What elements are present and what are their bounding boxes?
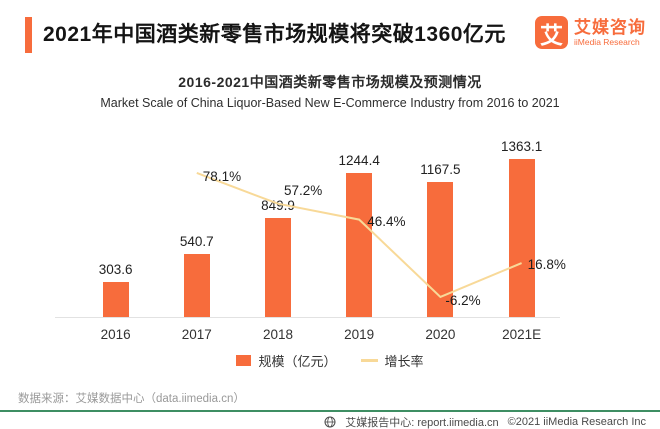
bar-2021E [508,159,535,317]
rate-label: 57.2% [284,182,323,198]
line-swatch-icon [360,359,378,362]
rate-label: 16.8% [527,257,566,273]
bar-value-label: 1244.4 [338,153,380,168]
bar-value-label: 849.9 [261,198,295,213]
footer-bar: 艾媒报告中心: report.iimedia.cn ©2021 iiMedia … [324,414,646,429]
legend-line-label: 增长率 [384,354,424,369]
plot-area: 303.6 2016 540.7 2017 849.9 2018 1244.4 2019 116… [0,130,660,348]
x-axis-label-2016: 2016 [100,327,131,342]
bar-2017 [183,254,210,317]
report-header: 2021年中国酒类新零售市场规模将突破1360亿元 艾 艾媒咨询 iiMedia… [0,0,660,62]
iimedia-logo: 艾 艾媒咨询 iiMedia Research [535,16,646,49]
globe-icon [324,416,336,428]
bar-2016 [102,282,129,317]
logo-mark-icon: 艾 [535,16,568,49]
logo-text: 艾媒咨询 iiMedia Research [574,18,646,47]
report-title: 2021年中国酒类新零售市场规模将突破1360亿元 [43,23,506,46]
bar-value-label: 1363.1 [500,139,543,154]
bar-2018 [265,218,291,317]
footer-divider [0,410,660,412]
bar-2019 [346,173,373,317]
x-axis-label-2018: 2018 [262,327,294,342]
x-axis-label-2021E: 2021E [502,327,542,342]
bar-swatch-icon [236,355,252,366]
bar-value-label: 1167.5 [420,162,461,177]
data-source-note: 数据来源：艾媒数据中心（data.iimedia.cn） [18,393,245,405]
logo-name-cn: 艾媒咨询 [574,18,646,37]
x-axis-line [55,317,560,318]
rate-label: -6.2% [445,292,481,308]
rate-label: 46.4% [367,213,406,229]
copyright-text: ©2021 iiMedia Research Inc [507,416,646,428]
chart-legend: 规模（亿元） 增长率 [0,351,660,370]
title-accent-bar [25,17,32,53]
bar-value-label: 540.7 [179,234,214,249]
legend-item-bar: 规模（亿元） [236,351,337,370]
logo-name-en: iiMedia Research [574,37,640,47]
bar-value-label: 303.6 [98,262,133,277]
x-axis-label-2017: 2017 [181,327,212,342]
x-axis-label-2019: 2019 [344,327,375,342]
legend-item-line: 增长率 [360,351,424,370]
rate-label: 78.1% [202,168,242,184]
x-axis-label-2020: 2020 [425,327,456,342]
report-center-link: 艾媒报告中心: report.iimedia.cn [345,417,499,429]
legend-bar-label: 规模（亿元） [258,354,337,369]
chart-subtitle: Market Scale of China Liquor-Based New E… [100,96,560,110]
chart-title: 2016-2021中国酒类新零售市场规模及预测情况 [178,74,482,90]
